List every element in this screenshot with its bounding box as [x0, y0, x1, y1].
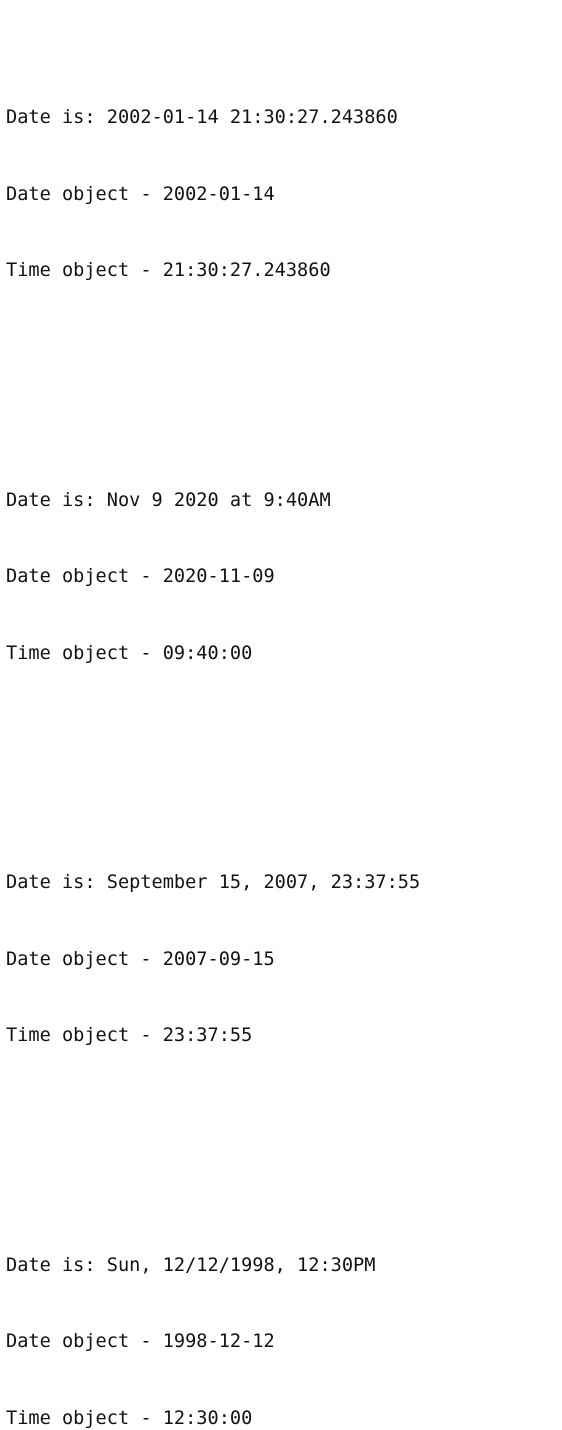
output-block: Date is: Sun, 12/12/1998, 12:30PM Date o… — [6, 1202, 562, 1430]
time-object-line: Time object - 12:30:00 — [6, 1406, 562, 1430]
time-object-line: Time object - 23:37:55 — [6, 1023, 562, 1049]
output-block: Date is: 2002-01-14 21:30:27.243860 Date… — [6, 54, 562, 335]
output-block: Date is: Nov 9 2020 at 9:40AM Date objec… — [6, 437, 562, 718]
date-object-line: Date object - 2007-09-15 — [6, 947, 562, 973]
time-object-line: Time object - 21:30:27.243860 — [6, 258, 562, 284]
time-object-line: Time object - 09:40:00 — [6, 641, 562, 667]
date-line: Date is: Sun, 12/12/1998, 12:30PM — [6, 1253, 562, 1279]
console-output: Date is: 2002-01-14 21:30:27.243860 Date… — [6, 3, 562, 1430]
date-object-line: Date object - 1998-12-12 — [6, 1329, 562, 1355]
output-block: Date is: September 15, 2007, 23:37:55 Da… — [6, 819, 562, 1100]
date-object-line: Date object - 2020-11-09 — [6, 564, 562, 590]
date-line: Date is: 2002-01-14 21:30:27.243860 — [6, 105, 562, 131]
date-line: Date is: September 15, 2007, 23:37:55 — [6, 870, 562, 896]
date-object-line: Date object - 2002-01-14 — [6, 182, 562, 208]
date-line: Date is: Nov 9 2020 at 9:40AM — [6, 488, 562, 514]
